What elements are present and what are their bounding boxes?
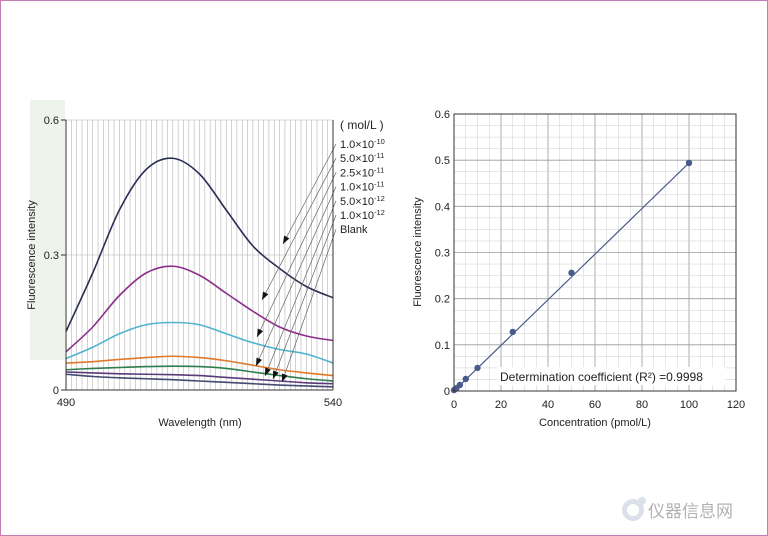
spectrum-series-6 [65,373,334,388]
calibration-fit-line [453,162,690,392]
spectrum-legend-item: 1.0×10-11 [340,180,384,194]
legend-arrowhead [262,291,269,300]
spectrum-series-2 [65,321,334,364]
legend-item-base: 5.0×10 [340,153,374,165]
legend-item-base: 5.0×10 [340,196,374,208]
legend-item-exponent: -11 [374,165,384,174]
calibration-x-tick-label: 60 [589,399,601,411]
calibration-y-axis-label: Fluorescence intensity [412,197,424,307]
legend-arrows [255,143,337,383]
spectrum-legend-item: 5.0×10-12 [340,194,385,208]
calibration-point [474,364,481,372]
spectrum-legend: 1.0×10-105.0×10-112.5×10-111.0×10-115.0×… [340,137,385,236]
legend-item-exponent: -12 [374,208,385,217]
calibration-grid [453,113,737,392]
legend-arrowhead [281,373,288,382]
calibration-x-tick-label: 0 [451,399,457,411]
legend-item-base: 1.0×10 [340,210,374,222]
calibration-y-tick-label: 0.6 [435,109,450,121]
legend-item-exponent: -12 [374,194,385,203]
spectrum-legend-item: 2.5×10-11 [340,165,384,179]
calibration-point [509,328,516,336]
legend-item-base: Blank [340,224,368,236]
spectrum-series-5 [65,371,334,385]
spectrum-x-tick-label: 540 [324,397,342,409]
calibration-x-tick-label: 120 [727,399,745,411]
calibration-annotation: Determination coefficient (R²) =0.9998 [500,370,703,384]
spectrum-y-axis-label: Fluorescence intensity [26,200,38,310]
calibration-y-tick-label: 0.5 [435,155,450,167]
calibration-x-tick-label: 80 [636,399,648,411]
calibration-chart: 0 0.1 0.2 0.3 0.4 0.5 0.6 0 20 40 60 80 100 120 Deter… [412,109,745,429]
logo-mark-icon [622,497,646,521]
legend-arrowhead [256,357,262,366]
spectrum-tint [30,100,65,360]
legend-item-base: 2.5×10 [340,167,374,179]
legend-item-exponent: -10 [374,137,385,146]
calibration-axes: 0 0.1 0.2 0.3 0.4 0.5 0.6 0 20 40 60 80 100 120 [435,109,745,411]
legend-leader-line [264,200,337,377]
annotation-background [497,367,725,385]
spectrum-series-1 [65,265,334,353]
spectrum-y-tick-label: 0.6 [44,115,59,127]
legend-leader-line [281,229,337,383]
spectrum-y-tick-label: 0 [53,385,59,397]
calibration-y-tick-label: 0.3 [435,248,450,260]
calibration-y-tick-label: 0.1 [435,340,450,352]
spectrum-legend-title: ( mol/L ) [340,118,384,132]
calibration-y-tick-label: 0.4 [435,201,450,213]
legend-leader-line [282,143,337,245]
watermark: 仪器信息网 [622,497,733,522]
calibration-fit-line-group [453,162,690,392]
legend-leader-line [256,172,337,338]
spectrum-y-tick-label: 0.3 [44,250,59,262]
legend-item-base: 1.0×10 [340,182,374,194]
calibration-points [450,159,693,394]
spectrum-grid [65,119,334,391]
calibration-x-axis-label: Concentration (pmol/L) [539,417,651,429]
spectrum-legend-item: Blank [340,224,368,236]
legend-arrowhead [283,235,290,244]
legend-item-exponent: -11 [374,151,384,160]
spectrum-series-4 [65,365,334,382]
calibration-x-tick-label: 100 [680,399,698,411]
spectrum-legend-item: 1.0×10-10 [340,137,385,151]
spectrum-axes: 0 0.3 0.6 490 540 [44,115,342,409]
spectrum-legend-item: 5.0×10-11 [340,151,384,165]
calibration-point [462,375,469,383]
calibration-x-tick-label: 40 [542,399,554,411]
calibration-point [568,269,575,277]
legend-item-exponent: -11 [374,180,384,189]
calibration-y-tick-label: 0.2 [435,294,450,306]
legend-arrowhead [265,367,271,376]
legend-arrowhead [257,328,264,337]
spectrum-legend-item: 1.0×10-12 [340,208,385,222]
spectrum-x-tick-label: 490 [57,397,75,409]
calibration-x-tick-label: 20 [495,399,507,411]
calibration-y-tick-label: 0 [444,386,450,398]
legend-leader-line [261,158,337,301]
spectrum-series-3 [65,355,334,377]
calibration-point [685,159,693,167]
legend-item-base: 1.0×10 [340,139,374,151]
spectrum-series-group [65,157,334,388]
legend-leader-line [255,186,337,367]
spectrum-series-0 [65,157,334,332]
legend-arrowhead [273,370,279,379]
spectrum-x-axis-label: Wavelength (nm) [158,417,241,429]
legend-leader-line [272,214,337,380]
watermark-text: 仪器信息网 [648,502,733,522]
calibration-point [456,381,464,389]
calibration-plot-border [453,113,737,392]
